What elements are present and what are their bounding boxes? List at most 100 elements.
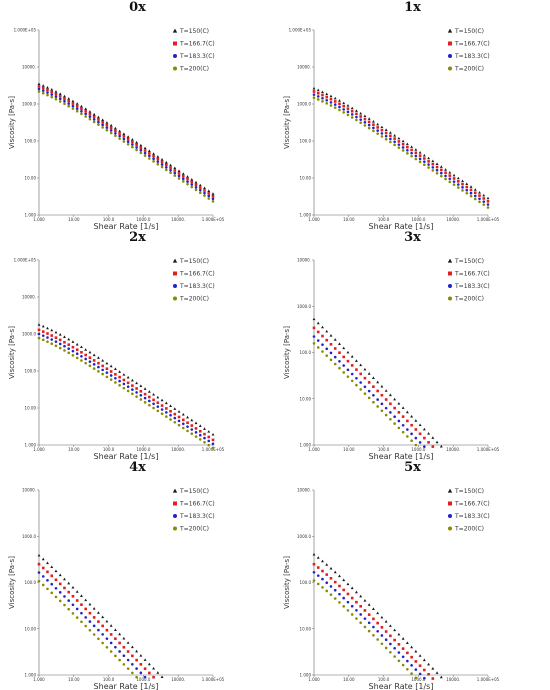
data-point [406,419,409,423]
data-point [316,91,320,95]
data-point [211,438,215,442]
data-point [105,361,109,365]
data-point [397,402,401,405]
data-point [376,380,380,384]
x-tick-label: 1.000 [33,217,45,222]
data-point [114,129,117,132]
data-point [122,378,126,382]
legend-marker [448,526,452,531]
data-point [50,334,54,337]
data-point [50,338,54,341]
data-point [122,645,126,649]
data-point [461,189,464,192]
x-tick-label: 100.0 [378,217,390,222]
data-point [190,432,194,436]
x-tick-label: 10000. [446,217,460,222]
data-point [312,335,316,338]
x-tick-label: 1000.0 [411,447,425,452]
data-point [418,154,422,157]
data-point [80,345,83,349]
data-point [152,157,155,161]
data-point [58,333,62,336]
data-point [410,672,413,675]
data-point [350,613,354,616]
data-point [410,151,413,155]
data-point [46,340,49,344]
data-point [46,91,49,94]
data-point [160,408,164,411]
data-point [173,166,177,170]
data-point [63,99,66,103]
data-point [342,101,346,105]
data-point [177,423,181,427]
data-point [316,98,320,101]
data-point [67,347,71,350]
data-point [41,84,45,87]
data-point [478,197,481,201]
data-point [427,441,430,444]
data-point [97,628,100,632]
y-tick-label: 1.000 [25,213,37,218]
chart-title: 0x [129,0,146,15]
data-point [139,393,143,397]
x-tick-label: 1000.0 [411,217,425,222]
data-point [456,186,460,189]
data-point [71,99,75,103]
data-point [181,412,185,416]
data-point [46,93,49,97]
data-point [156,671,160,674]
data-point [346,592,350,596]
y-tick-label: 10000. [22,488,36,493]
data-point [439,444,443,448]
data-point [186,177,189,181]
data-point [486,206,490,209]
legend-marker [173,41,177,46]
data-point [440,174,443,178]
data-point [96,611,100,614]
data-point [431,667,435,670]
data-point [325,329,329,333]
data-point [321,569,324,573]
data-point [97,365,100,369]
legend-marker [173,526,177,531]
data-point [139,384,143,388]
data-point [46,578,49,582]
data-point [147,390,151,393]
y-tick-label: 10.00 [300,176,312,181]
data-point [435,440,439,444]
data-point [376,398,379,401]
data-point [156,162,160,166]
legend-label: T=150(C) [179,258,209,265]
data-point [131,140,134,144]
data-point [165,411,168,414]
data-point [380,384,384,388]
data-point [114,381,117,384]
data-point [101,126,104,129]
x-tick-label: 1.000E+05 [202,447,225,452]
data-point [321,100,324,103]
data-point [333,362,337,366]
chart-title: 5x [404,460,421,475]
data-point [194,427,198,430]
x-tick-label: 10000. [171,447,185,452]
data-point [113,628,117,631]
data-point [393,137,396,140]
data-point [160,165,164,169]
data-point [376,405,379,408]
data-point [435,168,439,172]
data-point [139,146,143,149]
data-point [207,443,211,447]
x-tick-label: 10.00 [343,217,355,222]
data-point [389,411,392,414]
data-point [109,131,113,135]
data-point [148,403,151,407]
data-point [67,104,71,108]
data-point [312,90,316,93]
data-point [397,411,401,414]
data-point [410,423,413,427]
data-point [448,174,452,177]
data-point [444,174,447,178]
data-point [71,354,75,357]
data-point [58,97,62,101]
data-point [71,107,75,110]
